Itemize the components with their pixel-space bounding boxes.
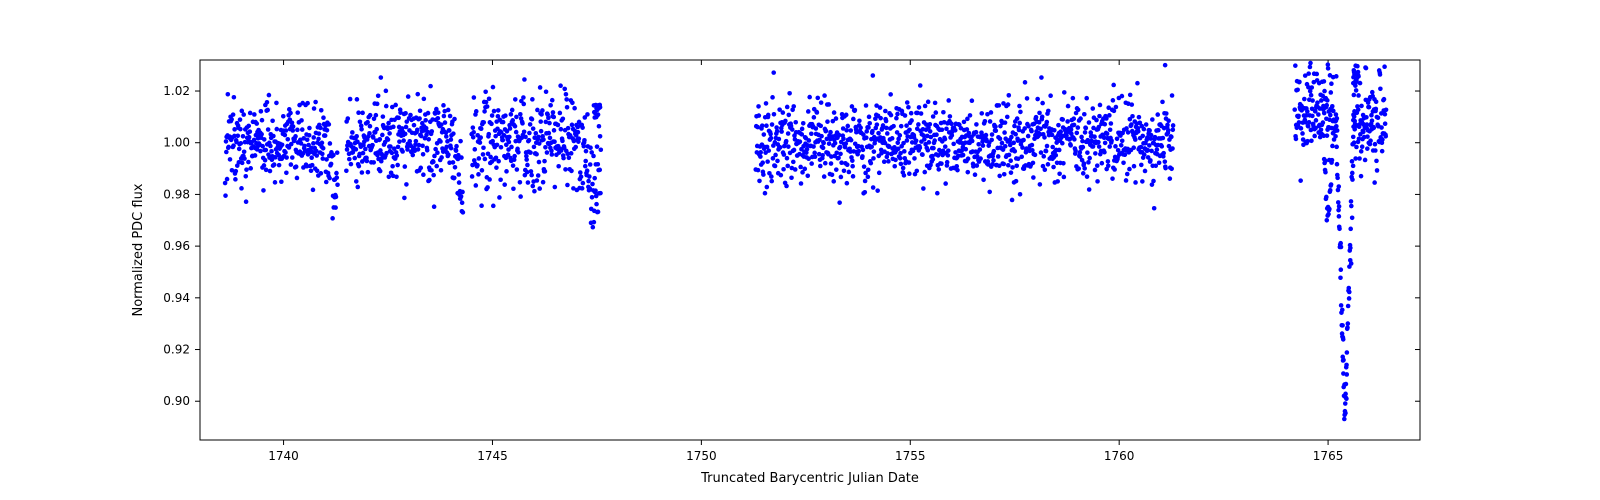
y-tick-label: 1.02 bbox=[163, 84, 190, 98]
x-tick-label: 1765 bbox=[1313, 449, 1344, 463]
x-tick-label: 1760 bbox=[1104, 449, 1135, 463]
y-tick-label: 0.96 bbox=[163, 239, 190, 253]
y-tick-label: 0.94 bbox=[163, 291, 190, 305]
x-axis-label: Truncated Barycentric Julian Date bbox=[700, 471, 919, 486]
lightcurve-chart: 1740 1745 1750 1755 1760 1765 Truncated Baryce… bbox=[0, 0, 1600, 500]
y-tick-label: 0.98 bbox=[163, 187, 190, 201]
y-tick-label: 0.92 bbox=[163, 343, 190, 357]
x-tick-label: 1740 bbox=[268, 449, 299, 463]
y-axis-label: Normalized PDC flux bbox=[131, 183, 146, 316]
y-tick-label: 1.00 bbox=[163, 136, 190, 150]
x-tick-label: 1750 bbox=[686, 449, 717, 463]
x-tick-label: 1745 bbox=[477, 449, 508, 463]
x-tick-label: 1755 bbox=[895, 449, 926, 463]
y-tick-label: 0.90 bbox=[163, 394, 190, 408]
